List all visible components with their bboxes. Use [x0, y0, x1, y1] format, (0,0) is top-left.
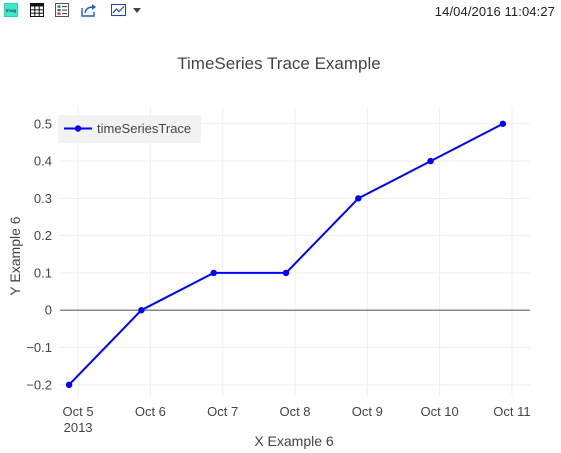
data-point[interactable] — [138, 307, 144, 313]
y-tick-label: 0.2 — [34, 228, 52, 243]
data-point[interactable] — [355, 195, 361, 201]
list-legend-icon — [55, 3, 69, 17]
grid-lines — [60, 107, 530, 396]
data-point[interactable] — [283, 270, 289, 276]
y-tick-label: 0.1 — [34, 265, 52, 280]
chart-type-button[interactable] — [111, 3, 129, 19]
x-axis-label: X Example 6 — [254, 433, 334, 449]
x-tick-year-label: 2013 — [64, 420, 93, 435]
data-point[interactable] — [66, 382, 72, 388]
y-tick-label: 0.4 — [34, 154, 52, 169]
data-point[interactable] — [210, 270, 216, 276]
y-tick-label: −0.1 — [26, 340, 52, 355]
share-arrow-icon — [81, 3, 97, 17]
x-tick-label: Oct 8 — [279, 404, 310, 419]
data-point[interactable] — [500, 121, 506, 127]
export-image-icon: Imag — [4, 3, 18, 17]
y-axis-label: Y Example 6 — [7, 216, 23, 295]
series-line-timeSeriesTrace — [69, 124, 503, 385]
timeseries-chart: TimeSeries Trace Example 0.5 0.4 0.3 0.2 0.1… — [0, 24, 561, 453]
legend-marker-swatch — [75, 125, 81, 131]
x-tick-label: Oct 11 — [493, 404, 530, 419]
y-axis-ticks: 0.5 0.4 0.3 0.2 0.1 0 −0.1 −0.2 — [26, 116, 52, 392]
export-image-button[interactable]: Imag — [4, 3, 22, 19]
toolbar-menu-button[interactable] — [132, 3, 144, 19]
x-tick-label: Oct 9 — [352, 404, 383, 419]
data-point[interactable] — [427, 158, 433, 164]
chart-toolbar: Imag — [0, 0, 561, 24]
y-tick-label: 0 — [45, 303, 52, 318]
chart-title: TimeSeries Trace Example — [177, 54, 380, 73]
x-tick-label: Oct 5 — [63, 404, 94, 419]
legend-entry-label: timeSeriesTrace — [97, 121, 191, 136]
caret-down-icon — [132, 3, 142, 17]
share-button[interactable] — [81, 3, 99, 19]
chart-picture-icon — [111, 3, 127, 17]
timestamp: 14/04/2016 11:04:27 — [435, 4, 555, 19]
table-view-button[interactable] — [30, 3, 48, 19]
export-image-icon-label: Imag — [6, 8, 17, 13]
legend[interactable]: timeSeriesTrace — [58, 115, 201, 143]
table-grid-icon — [30, 3, 44, 17]
legend-toggle-button[interactable] — [55, 3, 73, 19]
y-tick-label: −0.2 — [26, 377, 52, 392]
x-tick-label: Oct 10 — [420, 404, 458, 419]
y-tick-label: 0.3 — [34, 191, 52, 206]
x-tick-label: Oct 7 — [207, 404, 238, 419]
x-tick-label: Oct 6 — [135, 404, 166, 419]
y-tick-label: 0.5 — [34, 116, 52, 131]
